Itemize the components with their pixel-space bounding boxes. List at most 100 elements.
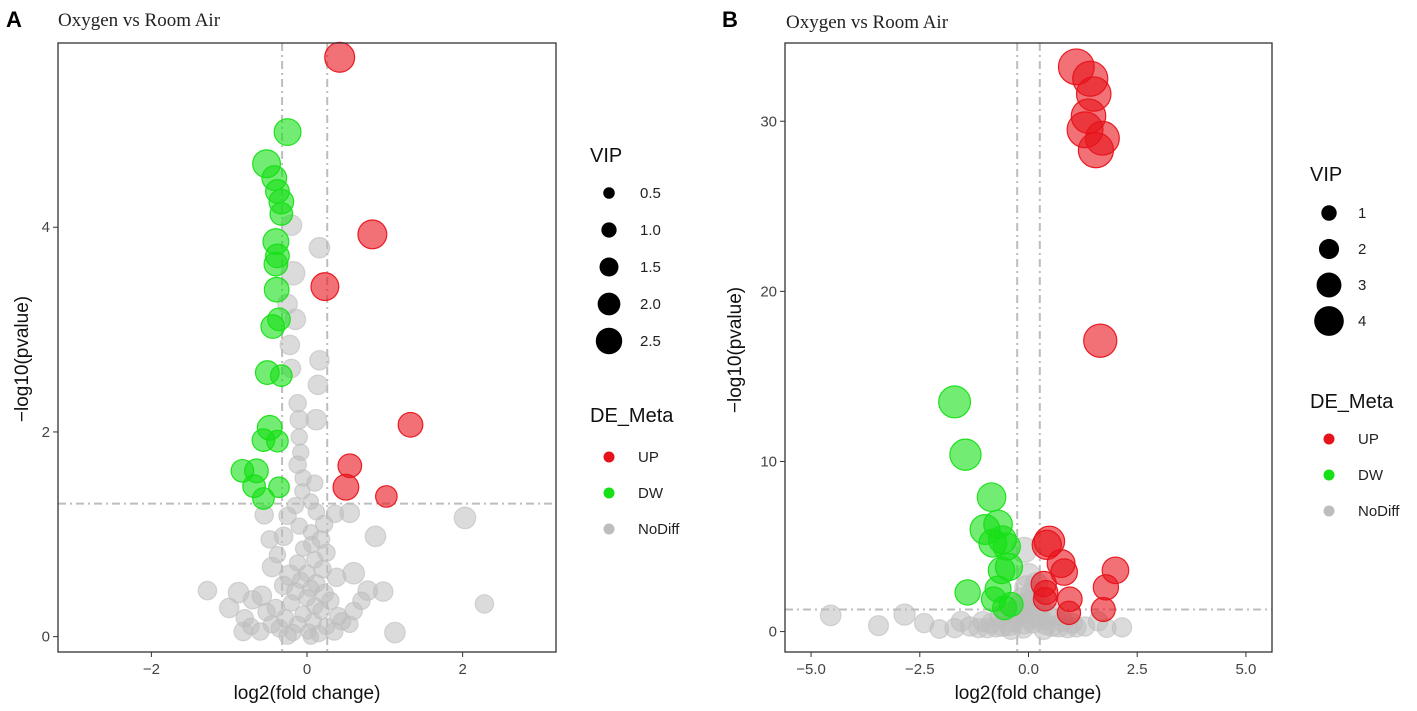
y-tick-label: 20 — [760, 283, 777, 300]
data-point-up — [1090, 596, 1116, 623]
size-legend-label: 1.5 — [640, 259, 661, 276]
size-legend-label: 2.0 — [640, 296, 661, 313]
size-legend-symbol — [597, 292, 621, 316]
color-legend-symbol-nodiff — [603, 523, 615, 535]
data-point-nodiff — [972, 610, 994, 632]
data-point-dw — [252, 487, 275, 510]
plot-layer-b — [785, 43, 1272, 652]
color-legend-label: NoDiff — [638, 521, 680, 538]
x-tick-label: 2 — [458, 661, 466, 678]
data-point-nodiff — [352, 591, 371, 611]
y-tick-label: 0 — [769, 624, 777, 641]
size-legend-symbol — [595, 327, 623, 355]
data-point-dw — [263, 276, 290, 303]
size-legend-label: 1.0 — [640, 222, 661, 239]
size-legend-symbol — [603, 187, 615, 199]
panel-letter-b: B — [722, 7, 738, 32]
size-legend-label: 0.5 — [640, 185, 661, 202]
data-point-dw — [260, 314, 286, 339]
data-point-dw — [268, 476, 290, 499]
size-legend-symbol — [601, 222, 617, 238]
data-point-nodiff — [867, 615, 890, 637]
color-legend-label: NoDiff — [1358, 503, 1400, 520]
data-point-nodiff — [260, 530, 279, 549]
x-tick-label: 0 — [303, 661, 311, 678]
size-legend-label: 2 — [1358, 241, 1366, 258]
size-legend-label: 1 — [1358, 205, 1366, 222]
data-point-up — [1077, 132, 1115, 169]
x-tick-label: −5.0 — [796, 661, 826, 678]
color-legend-label: DW — [1358, 467, 1384, 484]
size-legend-b: 1 2 3 4 — [1314, 205, 1366, 336]
x-tick-label: −2.5 — [905, 661, 935, 678]
data-point-dw — [938, 385, 972, 419]
data-point-dw — [269, 202, 294, 226]
color-legend-label: UP — [1358, 431, 1379, 448]
data-point-nodiff — [474, 594, 495, 614]
data-point-dw — [263, 251, 289, 277]
color-legend-a: UP DW NoDiff — [603, 449, 680, 538]
data-point-nodiff — [279, 334, 301, 356]
y-axis-title: −log10(pvalue) — [12, 296, 33, 422]
data-point-nodiff — [308, 236, 331, 259]
color-legend-symbol-dw — [1323, 469, 1335, 481]
data-point-up — [357, 219, 388, 250]
data-point-dw — [954, 579, 981, 606]
data-point-nodiff — [1033, 619, 1054, 641]
data-point-nodiff — [278, 626, 297, 645]
x-tick-label: 5.0 — [1235, 661, 1256, 678]
data-point-dw — [976, 482, 1007, 513]
color-legend-b: UP DW NoDiff — [1323, 431, 1400, 520]
color-legend-label: UP — [638, 449, 659, 466]
color-legend-symbol-dw — [603, 487, 615, 499]
size-legend-label: 2.5 — [640, 333, 661, 350]
color-legend-symbol-nodiff — [1323, 505, 1335, 517]
data-point-nodiff — [242, 589, 263, 610]
color-legend-symbol-up — [603, 451, 615, 463]
data-point-up — [1050, 558, 1079, 586]
data-point-up — [324, 41, 356, 73]
size-legend-symbol — [1318, 238, 1340, 260]
y-tick-label: 2 — [42, 424, 50, 441]
data-point-dw — [266, 429, 289, 453]
color-legend-title: DE_Meta — [590, 405, 674, 427]
data-point-nodiff — [339, 502, 361, 524]
color-legend-title: DE_Meta — [1310, 391, 1394, 413]
color-legend-label: DW — [638, 485, 664, 502]
data-point-up — [332, 473, 360, 501]
data-point-nodiff — [453, 506, 477, 530]
data-point-nodiff — [257, 602, 276, 622]
y-tick-label: 10 — [760, 453, 777, 470]
size-legend-a: 0.5 1.0 1.5 2.0 2.5 — [595, 185, 661, 355]
size-legend-symbol — [599, 257, 619, 277]
data-point-dw — [269, 364, 293, 388]
data-point-up — [375, 485, 398, 508]
data-point-up — [1092, 574, 1120, 601]
data-point-nodiff — [819, 604, 842, 627]
chart-title: Oxygen vs Room Air — [58, 10, 221, 31]
data-point-up — [310, 272, 340, 302]
data-point-nodiff — [307, 374, 329, 396]
data-point-nodiff — [288, 394, 307, 413]
plot-layer-a — [58, 41, 556, 652]
size-legend-title: VIP — [1310, 164, 1342, 186]
data-point-nodiff — [372, 581, 394, 602]
data-point-nodiff — [1000, 619, 1022, 641]
data-point-nodiff — [364, 525, 387, 548]
data-point-up — [337, 453, 363, 479]
size-legend-symbol — [1321, 205, 1337, 221]
data-point-up — [1032, 587, 1058, 612]
data-point-nodiff — [1111, 617, 1133, 638]
data-point-nodiff — [278, 506, 297, 526]
data-point-nodiff — [290, 428, 308, 446]
size-legend-symbol — [1316, 272, 1342, 298]
data-point-nodiff — [384, 621, 406, 644]
data-point-nodiff — [342, 561, 366, 585]
size-legend-title: VIP — [590, 145, 622, 167]
chart-title: Oxygen vs Room Air — [786, 12, 949, 33]
data-point-up — [1083, 323, 1118, 358]
size-legend-label: 3 — [1358, 277, 1366, 294]
y-tick-label: 0 — [42, 629, 50, 646]
panel-b: B Oxygen vs Room Air −log10(pvalue) log2… — [722, 7, 1400, 704]
